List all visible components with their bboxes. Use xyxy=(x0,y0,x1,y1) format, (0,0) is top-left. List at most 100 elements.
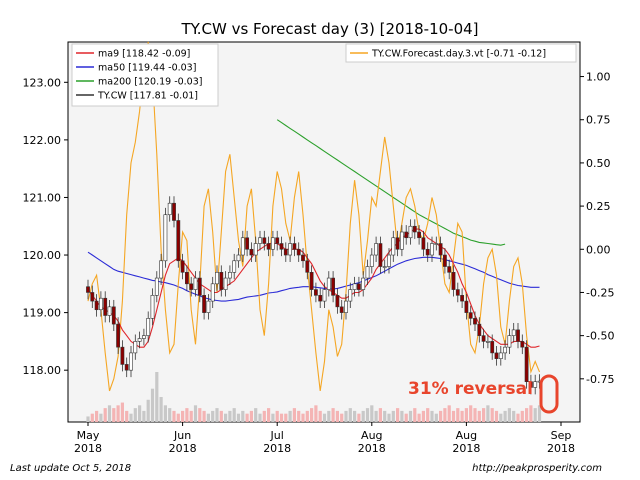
volume-bar xyxy=(503,410,507,422)
candle xyxy=(447,259,452,280)
candle-body xyxy=(202,295,207,313)
volume-bar xyxy=(383,410,387,422)
volume-bar xyxy=(434,413,438,422)
candle xyxy=(451,265,456,297)
candle xyxy=(503,340,508,360)
candle-body xyxy=(309,272,314,290)
volume-bar xyxy=(279,413,284,422)
candle-body xyxy=(520,341,525,348)
candle xyxy=(455,282,460,303)
candle-body xyxy=(468,312,473,319)
candle-body xyxy=(322,289,327,302)
legend-right-label: TY.CW.Forecast.day.3.vt [-0.71 -0.12] xyxy=(371,49,546,60)
candle-body xyxy=(223,277,228,290)
candle xyxy=(189,276,194,297)
candle-body xyxy=(94,300,99,311)
volume-bar xyxy=(150,388,155,422)
y-left-tick-label: 118.00 xyxy=(23,364,62,377)
volume-bar xyxy=(477,410,481,422)
candle-body xyxy=(369,254,374,267)
candle-body xyxy=(253,243,258,256)
volume-bar xyxy=(142,410,146,422)
x-axis: May2018Jun2018Jul2018Aug2018Aug2018Sep20… xyxy=(74,422,575,455)
candle-body xyxy=(528,381,533,388)
y-right-tick-label: 0.50 xyxy=(586,157,611,170)
candle-body xyxy=(339,306,344,313)
candle xyxy=(408,219,413,245)
ma200-series xyxy=(276,119,506,246)
y-left-tick-label: 119.00 xyxy=(23,307,62,320)
candle xyxy=(438,236,443,262)
candle-body xyxy=(361,277,366,290)
candle xyxy=(258,230,262,251)
candle xyxy=(331,271,336,303)
candle-body xyxy=(180,260,185,273)
volume-bar xyxy=(490,408,494,422)
last-update-text: Last update Oct 5, 2018 xyxy=(10,463,132,474)
x-tick-year: 2018 xyxy=(169,442,197,455)
volume-bar xyxy=(103,408,107,422)
candle xyxy=(417,225,422,245)
volume-bar xyxy=(327,410,331,422)
volume-bar xyxy=(275,410,279,422)
candle-body xyxy=(335,295,340,308)
candle-body xyxy=(172,202,176,221)
candle-body xyxy=(245,237,250,250)
x-tick-year: 2018 xyxy=(263,442,291,455)
volume-bar xyxy=(86,416,90,422)
volume-bar xyxy=(193,405,198,422)
volume-bar xyxy=(168,408,172,422)
volume-bars xyxy=(86,372,542,422)
candle xyxy=(348,282,353,308)
candle-body xyxy=(288,243,293,256)
y-axis-right: -0.75 -0.50 -0.25 0.00 0.25 0.50 0.75 1.00 xyxy=(580,71,614,386)
volume-bar xyxy=(456,408,460,422)
candle-body xyxy=(116,323,121,348)
chart-title: TY.CW vs Forecast day (3) [2018-10-04] xyxy=(180,20,478,38)
candle xyxy=(202,288,207,320)
volume-bar xyxy=(430,410,434,422)
volume-bar xyxy=(99,413,103,422)
candle-body xyxy=(228,272,232,279)
legend-left-label: ma200 [120.19 -0.03] xyxy=(98,77,202,88)
candle-body xyxy=(301,254,305,262)
volume-bar xyxy=(357,413,361,422)
candle xyxy=(412,219,417,239)
candle xyxy=(107,299,112,323)
volume-bar xyxy=(469,405,473,422)
volume-bar xyxy=(322,413,327,422)
candle-body xyxy=(412,225,417,233)
candle-body xyxy=(240,237,245,256)
candle xyxy=(365,259,370,285)
volume-bar xyxy=(155,372,159,422)
volume-bar xyxy=(301,413,305,422)
candle xyxy=(322,282,327,308)
candle-body xyxy=(430,243,434,256)
candle-body xyxy=(421,237,426,250)
volume-bar xyxy=(159,397,163,422)
candle xyxy=(249,242,254,262)
candle-body xyxy=(434,243,439,245)
candle-body xyxy=(163,214,168,262)
candle xyxy=(266,236,271,257)
candle xyxy=(326,271,331,297)
candle-body xyxy=(189,283,194,290)
candle xyxy=(288,236,293,262)
volume-bar xyxy=(516,413,520,422)
volume-bar xyxy=(520,410,524,422)
volume-bar xyxy=(314,405,318,422)
candle xyxy=(528,374,533,395)
candle-body xyxy=(404,231,409,239)
ma200-line xyxy=(276,119,506,246)
candle-body xyxy=(533,381,538,388)
forecast-series xyxy=(87,41,541,392)
candle xyxy=(404,225,409,245)
candle-body xyxy=(103,297,108,316)
candle xyxy=(473,311,477,332)
candle-body xyxy=(150,295,155,319)
candle-body xyxy=(111,306,116,325)
volume-bar xyxy=(249,410,253,422)
volume-bar xyxy=(335,410,339,422)
candle-body xyxy=(292,243,297,250)
